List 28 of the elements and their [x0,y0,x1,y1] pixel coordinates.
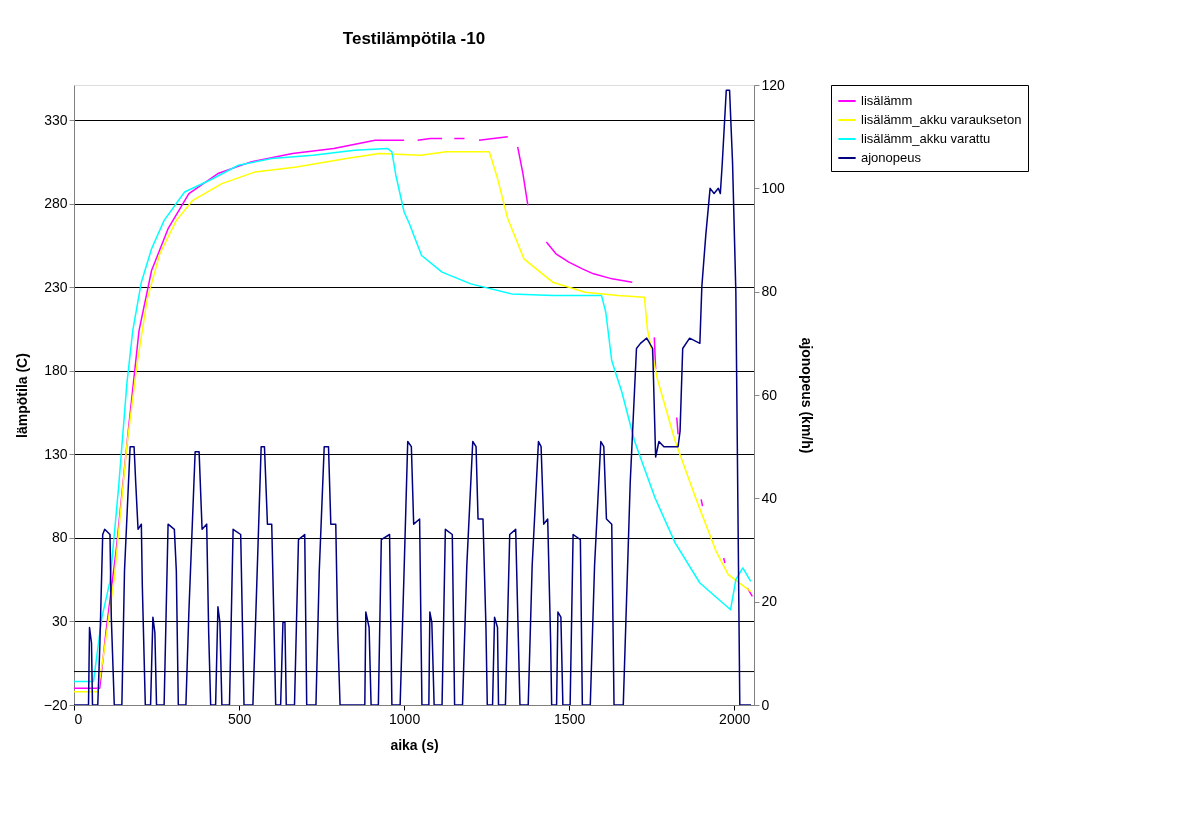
legend-label: ajonopeus [861,150,922,165]
y-tick-label: 330 [44,111,68,128]
y-tick-label: 80 [51,529,68,546]
legend-label: lisälämm [861,93,913,108]
y2-axis-title: ajonopeus (km/h) [798,337,815,454]
legend-label: lisälämm_akku varattu [861,131,991,146]
y2-tick-label: 60 [761,386,778,403]
y-tick-label: 230 [44,278,68,295]
y-tick-label: 30 [51,612,68,629]
x-tick-label: 2000 [719,710,751,727]
legend-label: lisälämm_akku varaukseton [861,112,1022,127]
y2-tick-label: 100 [761,179,786,196]
y-axis-title: lämpötila (C) [13,353,30,438]
x-axis-title: aika (s) [390,736,439,753]
y-tick-label: −20 [43,696,68,713]
x-tick-label: 500 [227,710,252,727]
y2-tick-label: 20 [761,593,778,610]
y-tick-label: 180 [44,362,68,379]
x-tick-label: 1000 [389,710,421,727]
y2-tick-label: 0 [761,696,770,713]
y-tick-label: 280 [44,195,68,212]
y2-tick-label: 120 [761,76,786,93]
y-tick-label: 130 [44,445,68,462]
y2-tick-label: 40 [761,489,778,506]
y2-tick-label: 80 [761,283,778,300]
x-tick-label: 0 [74,710,83,727]
chart-title: Testilämpötila -10 [342,29,486,48]
x-tick-label: 1500 [554,710,586,727]
